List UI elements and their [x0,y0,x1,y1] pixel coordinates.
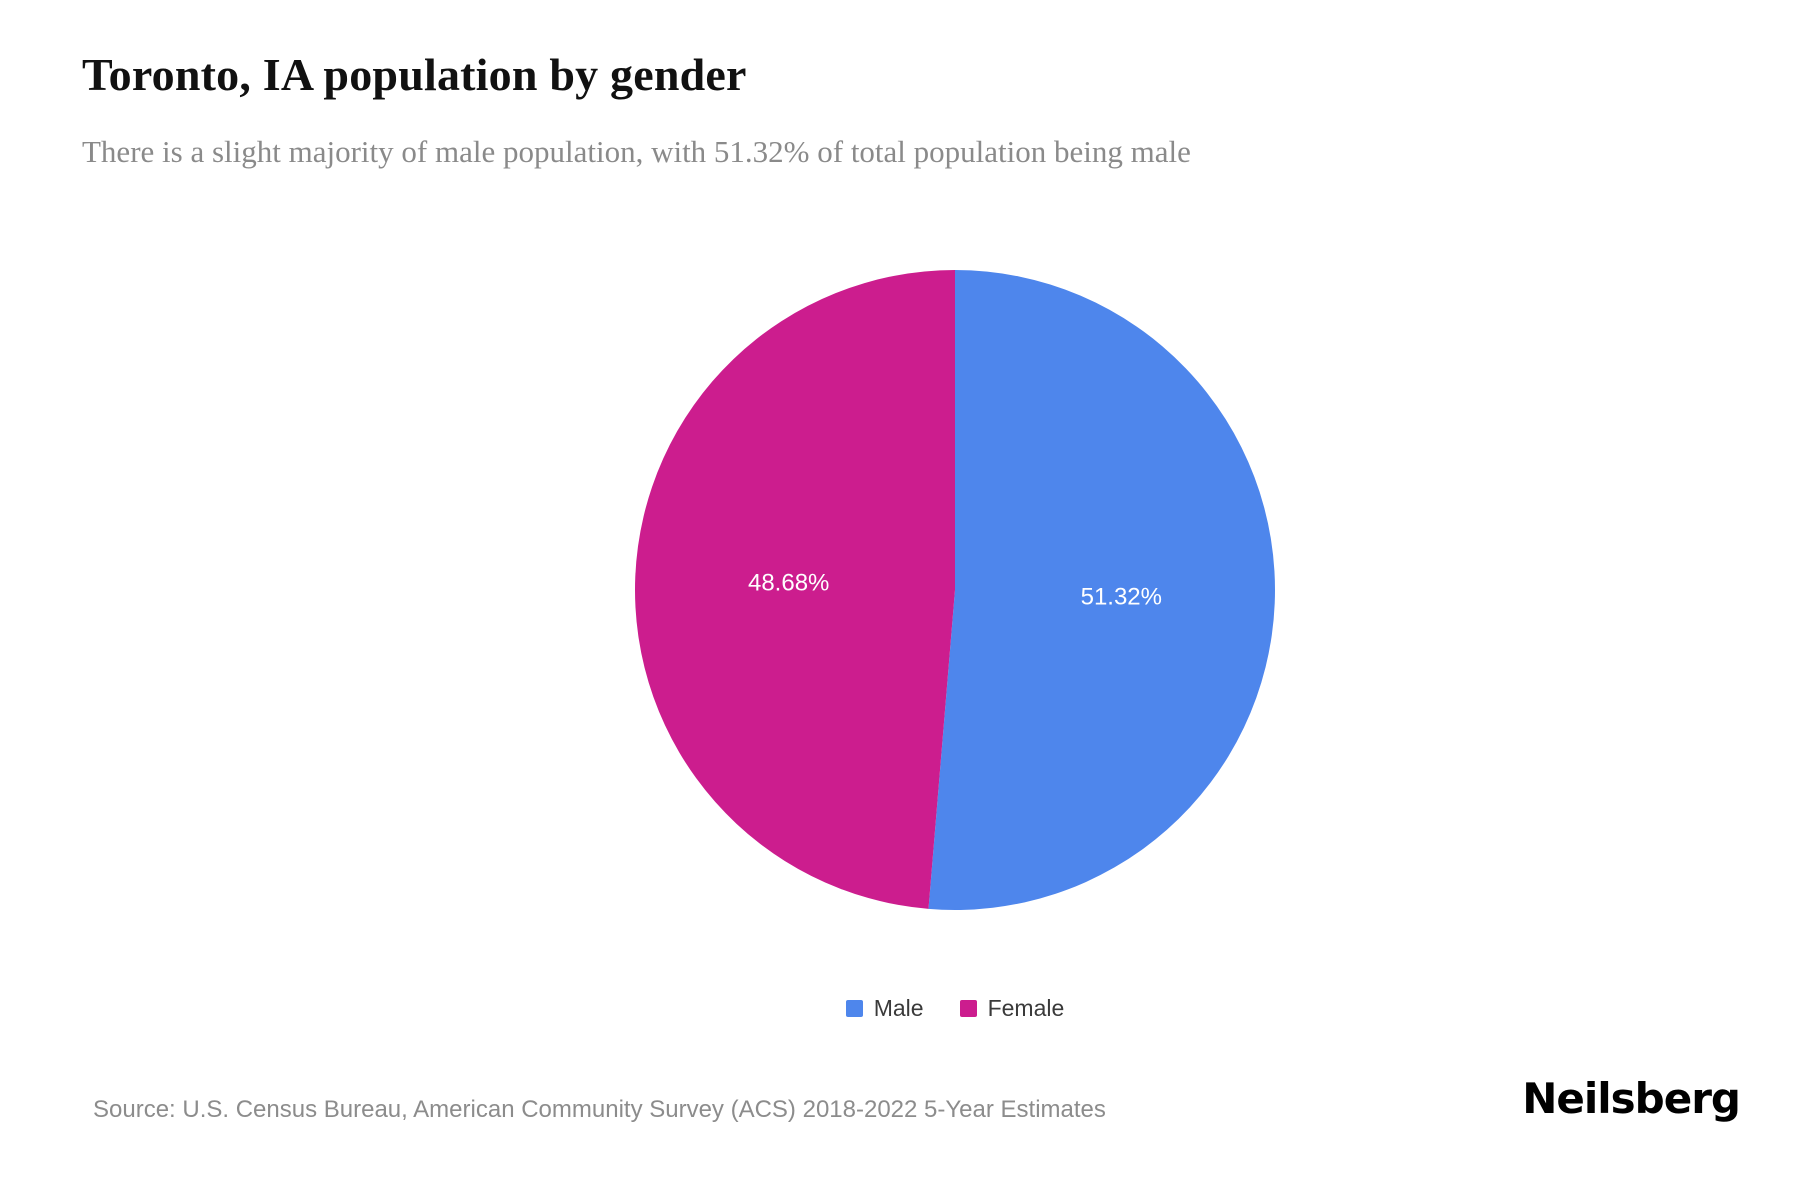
pie-chart: 51.32% 48.68% [634,270,1275,910]
legend-label-male: Male [873,995,924,1021]
pie-slice-male[interactable] [928,270,1275,910]
pie-value-label-female: 48.68% [748,570,829,597]
pie-value-label-male: 51.32% [1081,583,1162,610]
legend-swatch-female [959,1000,977,1017]
page-subtitle: There is a slight majority of male popul… [82,134,1191,169]
source-note: Source: U.S. Census Bureau, American Com… [93,1096,1106,1123]
legend: Male Female [615,995,1295,1022]
legend-item-male[interactable]: Male [845,995,924,1022]
legend-label-female: Female [987,995,1065,1021]
legend-swatch-male [845,1000,863,1017]
pie-slice-female[interactable] [634,270,955,909]
legend-item-female[interactable]: Female [959,995,1065,1022]
neilsberg-logo: Neilsberg [1522,1074,1741,1123]
page-title: Toronto, IA population by gender [82,49,747,100]
